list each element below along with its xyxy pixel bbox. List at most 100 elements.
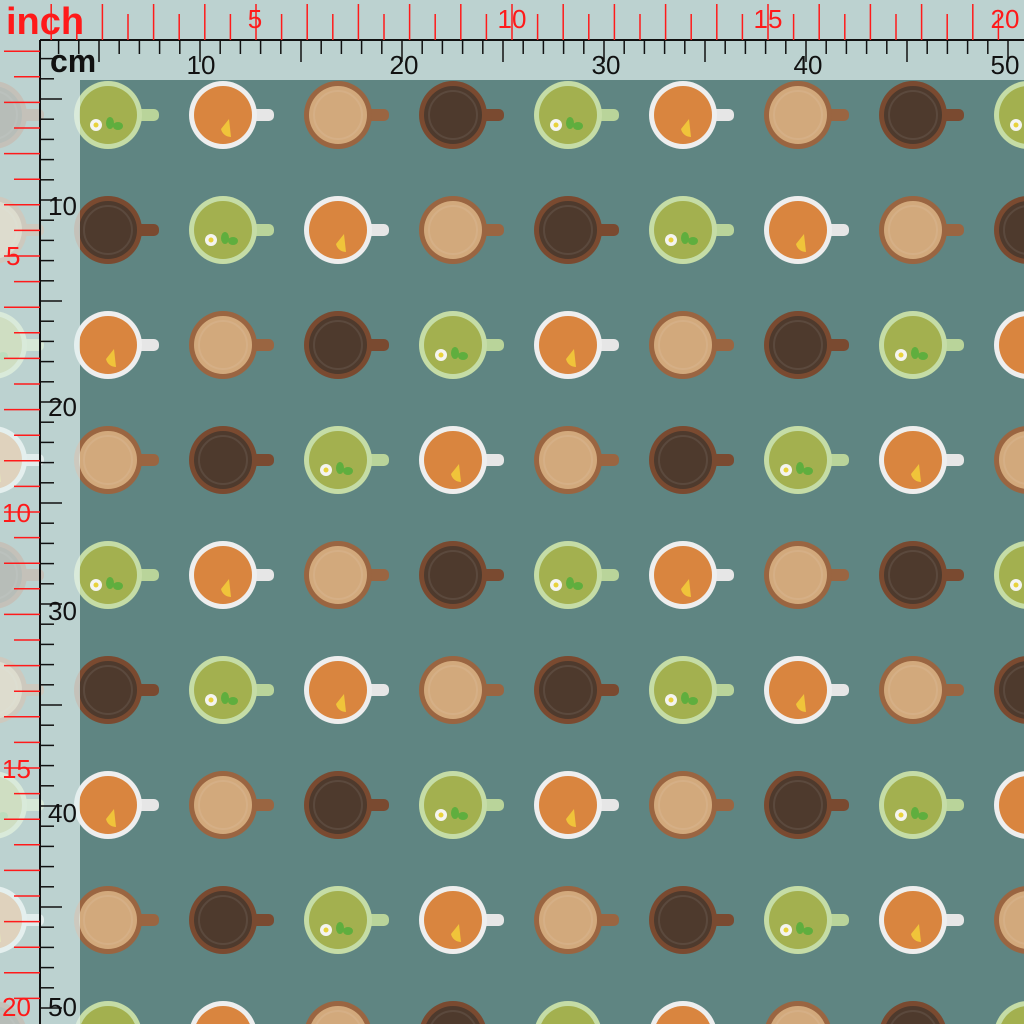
cup-liquid — [424, 316, 482, 374]
cup-liquid — [194, 661, 252, 719]
cup-latte — [649, 771, 734, 839]
cup-liquid — [426, 1006, 480, 1024]
lemon-slice-icon — [681, 579, 691, 598]
tick-label: 10 — [2, 498, 31, 528]
mint-leaf-icon — [573, 582, 583, 590]
left-cm-tick-labels: 10 20 30 40 50 — [48, 191, 77, 1022]
mint-leaf-icon — [336, 922, 344, 934]
cup-liquid — [771, 1006, 825, 1024]
cup-liquid — [79, 201, 137, 259]
mint-leaf-icon — [228, 237, 238, 245]
cup-liquid — [541, 1006, 595, 1024]
cup-green-tea — [189, 656, 274, 724]
cup-liquid — [194, 891, 252, 949]
mint-leaf-icon — [221, 692, 229, 704]
cup-liquid — [194, 316, 252, 374]
mint-leaf-icon — [113, 582, 123, 590]
cup-green-tea — [764, 426, 849, 494]
cup-latte — [74, 426, 159, 494]
cup-latte — [764, 541, 849, 609]
cup-orange-tea — [994, 311, 1024, 379]
mint-leaf-icon — [566, 117, 574, 129]
mint-leaf-icon — [681, 692, 689, 704]
cup-green-tea — [879, 311, 964, 379]
lemon-slice-icon — [221, 579, 231, 598]
mint-leaf-icon — [918, 812, 928, 820]
cup-green-tea — [995, 1001, 1024, 1024]
cup-green-tea — [419, 771, 504, 839]
tick-label: 50 — [48, 992, 77, 1022]
cup-latte — [765, 1001, 831, 1024]
cup-liquid — [539, 776, 597, 834]
cup-green-tea — [764, 886, 849, 954]
lemon-slice-icon — [911, 924, 921, 943]
tick-label: 10 — [187, 50, 216, 80]
cup-liquid — [884, 776, 942, 834]
cup-green-tea — [535, 1001, 601, 1024]
cup-latte — [189, 771, 274, 839]
mint-leaf-icon — [106, 117, 114, 129]
cup-green-tea — [419, 311, 504, 379]
cup-liquid — [309, 891, 367, 949]
cup-liquid — [309, 316, 367, 374]
cup-liquid — [539, 891, 597, 949]
lemon-slice-icon — [106, 349, 116, 368]
mint-leaf-icon — [681, 232, 689, 244]
cup-liquid — [654, 201, 712, 259]
cup-liquid — [654, 661, 712, 719]
cup-liquid — [769, 201, 827, 259]
cup-liquid — [79, 316, 137, 374]
lemon-slice-icon — [796, 694, 806, 713]
cup-orange-tea — [304, 196, 389, 264]
cup-liquid — [194, 86, 252, 144]
cup-liquid — [539, 546, 597, 604]
cup-liquid — [769, 316, 827, 374]
tick-label: 15 — [2, 754, 31, 784]
lemon-slice-icon — [336, 694, 346, 713]
cup-liquid — [424, 431, 482, 489]
cup-liquid — [769, 546, 827, 604]
cup-orange-tea — [764, 656, 849, 724]
cup-latte — [764, 81, 849, 149]
cup-orange-tea — [534, 311, 619, 379]
lemon-slice-icon — [451, 924, 461, 943]
cup-liquid — [539, 316, 597, 374]
cup-black-coffee — [534, 196, 619, 264]
mint-leaf-icon — [458, 812, 468, 820]
cup-green-tea — [304, 426, 389, 494]
cup-liquid — [194, 546, 252, 604]
tick-label: 40 — [48, 798, 77, 828]
cup-liquid — [654, 86, 712, 144]
lemon-slice-icon — [911, 464, 921, 483]
cup-green-tea — [994, 81, 1024, 149]
top-cm-tick-labels: 10 20 30 40 50 — [187, 50, 1020, 80]
tick-label: 30 — [48, 596, 77, 626]
tick-label: 20 — [48, 392, 77, 422]
cup-liquid — [309, 546, 367, 604]
mint-leaf-icon — [688, 237, 698, 245]
cup-green-tea — [534, 81, 619, 149]
cup-liquid — [654, 891, 712, 949]
tick-label: 30 — [592, 50, 621, 80]
mint-leaf-icon — [803, 467, 813, 475]
mint-leaf-icon — [796, 462, 804, 474]
tick-label: 5 — [248, 4, 262, 34]
cup-liquid — [79, 546, 137, 604]
cup-black-coffee — [419, 81, 504, 149]
cup-liquid — [884, 891, 942, 949]
cup-black-coffee — [189, 886, 274, 954]
mint-leaf-icon — [796, 922, 804, 934]
cup-liquid — [999, 661, 1024, 719]
cup-liquid — [886, 1006, 940, 1024]
mint-leaf-icon — [343, 467, 353, 475]
cup-black-coffee — [420, 1001, 486, 1024]
cup-black-coffee — [534, 656, 619, 724]
cup-orange-tea — [764, 196, 849, 264]
lemon-slice-icon — [336, 234, 346, 253]
cup-liquid — [424, 546, 482, 604]
cup-orange-tea — [534, 771, 619, 839]
cup-liquid — [654, 776, 712, 834]
cup-liquid — [539, 201, 597, 259]
cup-liquid — [884, 431, 942, 489]
mint-leaf-icon — [573, 122, 583, 130]
